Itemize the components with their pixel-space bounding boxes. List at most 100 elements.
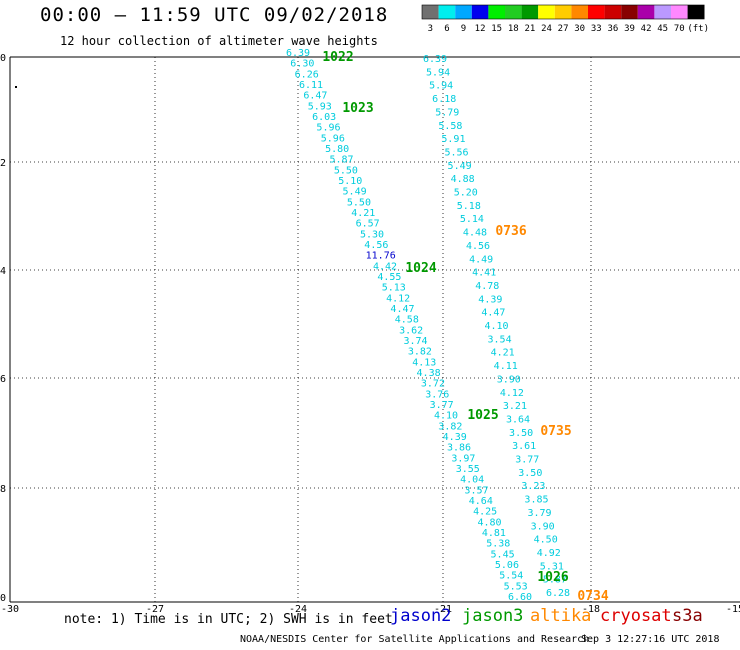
wave-height-value: 4.21 bbox=[491, 348, 515, 359]
wave-height-value: 3.21 bbox=[503, 401, 527, 412]
wave-height-value: 4.47 bbox=[390, 304, 414, 315]
wave-height-value: 4.25 bbox=[473, 507, 497, 518]
wave-height-value: 3.72 bbox=[421, 379, 445, 390]
wave-height-value: 5.30 bbox=[360, 229, 384, 240]
legend-swatch bbox=[505, 5, 522, 19]
pass-time-label: 1023 bbox=[342, 101, 373, 116]
pass-time-label: 0736 bbox=[495, 224, 526, 239]
legend-swatch bbox=[588, 5, 605, 19]
longitude-label: -24 bbox=[289, 604, 307, 615]
wave-height-value: 6.11 bbox=[299, 80, 323, 91]
wave-height-value: 3.82 bbox=[408, 347, 432, 358]
wave-height-value: 4.47 bbox=[481, 308, 505, 319]
wave-height-value: 4.50 bbox=[534, 535, 558, 546]
wave-height-value: 4.55 bbox=[377, 272, 401, 283]
wave-height-value: 5.50 bbox=[334, 165, 358, 176]
latitude-label: -28 bbox=[0, 484, 6, 495]
legend-swatch bbox=[671, 5, 688, 19]
wave-height-value: 5.06 bbox=[495, 560, 519, 571]
legend-swatch bbox=[488, 5, 505, 19]
pass-time-label: 0734 bbox=[577, 589, 608, 604]
wave-height-value: 4.92 bbox=[537, 548, 561, 559]
wave-height-value: 3.77 bbox=[515, 455, 539, 466]
longitude-label: -30 bbox=[1, 604, 19, 615]
legend-tick-label: 18 bbox=[508, 24, 519, 34]
latitude-label: -24 bbox=[0, 266, 6, 277]
pass-time-label: 1026 bbox=[537, 570, 568, 585]
legend-swatch bbox=[554, 5, 572, 19]
legend-tick-label: 70 bbox=[674, 24, 685, 34]
wave-height-value: 3.50 bbox=[518, 468, 542, 479]
wave-height-value: 5.79 bbox=[435, 107, 459, 118]
wave-height-value: 3.23 bbox=[521, 481, 545, 492]
wave-height-value: 4.38 bbox=[417, 368, 441, 379]
island-marker bbox=[15, 86, 17, 88]
wave-height-value: 3.74 bbox=[403, 336, 427, 347]
legend-swatch bbox=[471, 5, 489, 19]
pass-time-label: 1025 bbox=[467, 408, 498, 423]
credit-text: NOAA/NESDIS Center for Satellite Applica… bbox=[240, 634, 590, 645]
map-title: 00:00 – 11:59 UTC 09/02/2018 bbox=[40, 4, 389, 26]
wave-height-value: 4.13 bbox=[412, 357, 436, 368]
wave-height-value: 5.49 bbox=[448, 161, 472, 172]
wave-height-value: 3.62 bbox=[399, 325, 423, 336]
latitude-label: -22 bbox=[0, 158, 6, 169]
satellite-label-cryosat: cryosat bbox=[600, 606, 672, 626]
legend-swatch bbox=[521, 5, 539, 19]
wave-height-value: 4.04 bbox=[460, 475, 484, 486]
legend-tick-label: 24 bbox=[541, 24, 552, 34]
legend-tick-label: 33 bbox=[591, 24, 602, 34]
wave-height-value: 3.54 bbox=[488, 334, 512, 345]
wave-height-value: 5.38 bbox=[486, 539, 510, 550]
wave-height-value: 6.39 bbox=[423, 54, 447, 65]
satellite-label-jason3: jason3 bbox=[462, 606, 524, 626]
legend-swatch bbox=[571, 5, 588, 19]
wave-height-value: 4.10 bbox=[484, 321, 508, 332]
legend-tick-label: 9 bbox=[461, 24, 466, 34]
wave-height-value: 4.41 bbox=[472, 268, 496, 279]
wave-height-value: 4.21 bbox=[351, 208, 375, 219]
legend-tick-label: 12 bbox=[475, 24, 486, 34]
legend-tick-label: 30 bbox=[574, 24, 585, 34]
wave-height-value: 5.14 bbox=[460, 214, 484, 225]
wave-height-value: 6.30 bbox=[290, 59, 314, 70]
legend-tick-label: 6 bbox=[444, 24, 449, 34]
wave-height-value: 5.56 bbox=[444, 147, 468, 158]
wave-height-value: 5.53 bbox=[504, 581, 528, 592]
wave-height-value: 3.50 bbox=[509, 428, 533, 439]
wave-height-value: 3.55 bbox=[456, 464, 480, 475]
wave-height-value: 5.96 bbox=[316, 123, 340, 134]
wave-height-value: 5.96 bbox=[321, 133, 345, 144]
wave-height-value: 4.12 bbox=[500, 388, 524, 399]
wave-height-value: 5.94 bbox=[429, 81, 453, 92]
wave-height-value: 6.47 bbox=[303, 91, 327, 102]
legend-swatch bbox=[438, 5, 456, 19]
longitude-label: -21 bbox=[434, 604, 452, 615]
wave-height-value: 4.39 bbox=[443, 432, 467, 443]
legend-tick-label: 45 bbox=[657, 24, 668, 34]
legend-tick-label: 39 bbox=[624, 24, 635, 34]
wave-height-value: 6.39 bbox=[286, 48, 310, 59]
wave-height-value: 4.80 bbox=[477, 517, 501, 528]
wave-height-value: 3.86 bbox=[447, 443, 471, 454]
legend-swatch bbox=[637, 5, 655, 19]
latitude-label: -26 bbox=[0, 374, 6, 385]
wave-height-value: 11.76 bbox=[366, 251, 396, 262]
wave-height-value: 6.57 bbox=[356, 219, 380, 230]
wave-height-value: 5.54 bbox=[499, 571, 523, 582]
pass-time-label: 0735 bbox=[540, 424, 571, 439]
wave-height-value: 5.80 bbox=[325, 144, 349, 155]
wave-height-value: 5.87 bbox=[329, 155, 353, 166]
wave-height-value: 4.10 bbox=[434, 411, 458, 422]
wave-height-value: 5.45 bbox=[491, 549, 515, 560]
wave-height-value: 4.88 bbox=[451, 174, 475, 185]
legend-swatch bbox=[654, 5, 671, 19]
timestamp-text: Sep 3 12:27:16 UTC 2018 bbox=[581, 634, 720, 645]
map-subtitle: 12 hour collection of altimeter wave hei… bbox=[60, 34, 378, 48]
wave-height-value: 3.90 bbox=[497, 374, 521, 385]
wave-height-value: 4.39 bbox=[478, 294, 502, 305]
wave-height-value: 6.28 bbox=[546, 588, 570, 599]
wave-height-value: 5.50 bbox=[347, 197, 371, 208]
wave-height-value: 3.85 bbox=[524, 495, 548, 506]
pass-time-label: 1024 bbox=[405, 261, 436, 276]
